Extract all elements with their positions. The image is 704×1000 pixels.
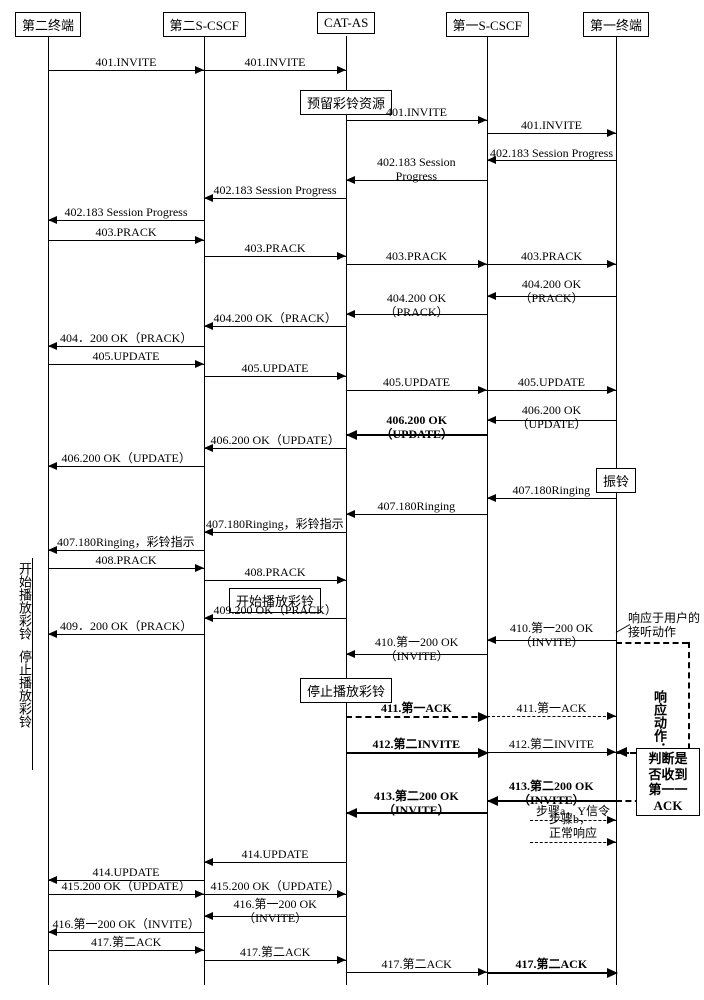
msg-label: 402.183 Session Progress (65, 206, 188, 220)
msg-label: 405.UPDATE (242, 362, 309, 376)
msg-label: 403.PRACK (245, 242, 306, 256)
judge-box: 判断是否收到第一一ACK (636, 748, 700, 816)
msg-label: 402.183 Session Progress (214, 184, 337, 198)
msg-label: 414.UPDATE (242, 848, 309, 862)
msg-label: 407.180Ringing (513, 484, 591, 498)
actor-cat: CAT-AS (317, 12, 375, 34)
box-reserve: 预留彩铃资源 (300, 90, 392, 115)
msg-label: 410.第一200 OK（INVITE） (510, 622, 593, 650)
box-ringing: 振铃 (596, 468, 636, 493)
msg-label: 417.第二ACK (382, 958, 452, 972)
msg-label: 417.第二ACK (91, 936, 161, 950)
actor-s2: 第二S-CSCF (163, 12, 246, 37)
msg-label: 413.第二200 OK（INVITE） (374, 790, 459, 818)
msg-label: 410.第一200 OK（INVITE） (375, 636, 458, 664)
box-stopplay: 停止播放彩铃 (300, 678, 392, 703)
msg-label: 406.200 OK（UPDATE） (211, 434, 340, 448)
msg-label: 408.PRACK (96, 554, 157, 568)
actor-t2: 第二终端 (15, 12, 81, 37)
msg-label: 402.183 SessionProgress (377, 156, 456, 184)
msg-label: 403.PRACK (521, 250, 582, 264)
msg-label: 411.第一ACK (381, 702, 452, 716)
msg-label: 406.200 OK（UPDATE） (62, 452, 191, 466)
msg-label: 406.200 OK（UPDATE） (517, 404, 587, 432)
msg-label: 405.UPDATE (383, 376, 450, 390)
msg-label: 404.200 OK（PRACK） (385, 292, 449, 320)
msg-label: 412.第二INVITE (509, 738, 594, 752)
msg-label: 405.UPDATE (93, 350, 160, 364)
msg-label: 406.200 OK（UPDATE） (381, 414, 453, 442)
msg-label: 409.200 OK（PRACK） (214, 604, 337, 618)
msg-label: 402.183 Session Progress (490, 147, 613, 161)
msg-label: 416.第一200 OK（INVITE） (53, 918, 200, 932)
msg-label: 401.INVITE (521, 119, 582, 133)
msg-label: 404.200 OK（PRACK） (520, 278, 584, 306)
msg-label: 417.第二ACK (516, 958, 588, 972)
side-note: 开始播放彩铃 (15, 562, 34, 640)
msg-label: 416.第一200 OK（INVITE） (234, 898, 317, 926)
msg-label: 407.180Ringing (378, 500, 456, 514)
msg-label: 401.INVITE (245, 56, 306, 70)
msg-label: 404．200 OK（PRACK） (60, 332, 192, 346)
msg-label: 403.PRACK (386, 250, 447, 264)
msg-label: 408.PRACK (245, 566, 306, 580)
side-note: 停止播放彩铃 (15, 650, 34, 728)
msg-label: 405.UPDATE (518, 376, 585, 390)
msg-label: 411.第一ACK (517, 702, 587, 716)
actor-t1: 第一终端 (583, 12, 649, 37)
msg-label: 415.200 OK（UPDATE） (62, 880, 191, 894)
msg-label: 404.200 OK（PRACK） (214, 312, 337, 326)
msg-label: 412.第二INVITE (373, 738, 461, 752)
msg-label: 401.INVITE (386, 106, 447, 120)
msg-label: 409．200 OK（PRACK） (60, 620, 192, 634)
msg-label: 414.UPDATE (93, 866, 160, 880)
msg-label: 401.INVITE (96, 56, 157, 70)
msg-label: 417.第二ACK (240, 946, 310, 960)
msg-label: 407.180Ringing，彩铃指示 (206, 518, 344, 532)
msg-label: 403.PRACK (96, 226, 157, 240)
msg-label: 415.200 OK（UPDATE） (211, 880, 340, 894)
sequence-diagram: 第二终端 第二S-CSCF CAT-AS 第一S-CSCF 第一终端预留彩铃资源振铃开始… (0, 0, 704, 1000)
actor-s1: 第一S-CSCF (446, 12, 529, 37)
msg-label: 407.180Ringing，彩铃指示 (57, 536, 195, 550)
